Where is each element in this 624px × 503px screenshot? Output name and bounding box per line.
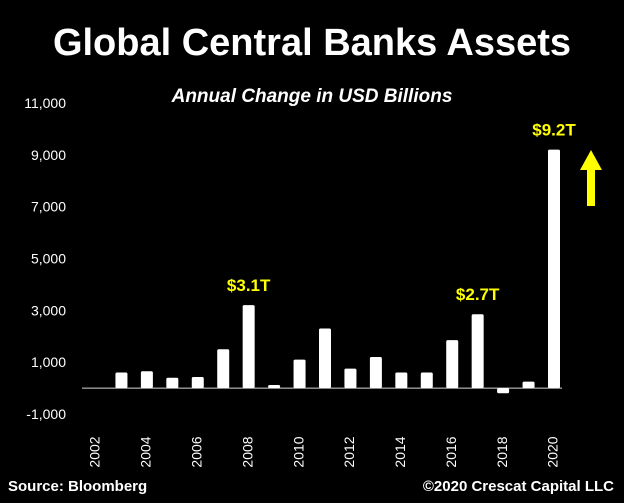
bar-2004: [140, 371, 153, 389]
bars: [115, 149, 560, 394]
y-tick-label: -1,000: [26, 406, 66, 422]
y-tick-label: 9,000: [31, 147, 66, 163]
x-tick-label: 2014: [392, 436, 408, 467]
bar-2009: [268, 384, 281, 389]
copyright-note: ©2020 Crescat Capital LLC: [422, 478, 614, 495]
bar-2013: [369, 356, 382, 389]
bar-2015: [420, 372, 433, 389]
x-tick-label: 2018: [494, 436, 510, 467]
data-label-2008: $3.1T: [227, 276, 271, 295]
up-arrow-icon: [580, 150, 602, 206]
x-tick-label: 2010: [290, 436, 306, 467]
bar-2020: [548, 149, 560, 389]
bar-2019: [522, 381, 535, 389]
bar-2006: [191, 376, 204, 389]
y-tick-label: 5,000: [31, 251, 66, 267]
bar-2008: [242, 305, 255, 389]
y-tick-label: 3,000: [31, 302, 66, 318]
bar-2012: [344, 368, 357, 389]
bar-2017: [471, 314, 484, 389]
bar-2005: [166, 377, 179, 389]
data-label-2020: $9.2T: [532, 121, 576, 140]
source-note: Source: Bloomberg: [8, 478, 148, 495]
annotations: $3.1T $2.7T $9.2T: [227, 121, 576, 305]
y-tick-label: 1,000: [31, 354, 66, 370]
y-tick-label: 11,000: [24, 95, 66, 111]
bar-2011: [319, 328, 331, 389]
chart-subtitle: Annual Change in USD Billions: [171, 86, 453, 107]
x-tick-label: 2016: [443, 436, 459, 467]
bar-2014: [395, 372, 408, 389]
bar-2018: [497, 388, 510, 394]
x-tick-label: 2002: [87, 436, 103, 467]
x-axis: 2002 2004 2006 2008 2010 2012 2014 2016 2018 2020: [82, 387, 562, 468]
y-tick-label: 7,000: [31, 199, 66, 215]
data-label-2017: $2.7T: [456, 285, 500, 304]
bar-2016: [446, 340, 459, 389]
x-tick-label: 2008: [239, 436, 255, 467]
chart-title: Global Central Banks Assets: [52, 22, 572, 64]
bar-2003: [115, 372, 128, 389]
x-tick-label: 2020: [545, 436, 561, 467]
y-axis: -1,000 1,000 3,000 5,000 7,000 9,000 11,000: [24, 95, 66, 422]
bar-2010: [293, 359, 306, 389]
bar-2007: [217, 349, 230, 389]
x-tick-label: 2006: [188, 436, 204, 467]
x-tick-label: 2004: [138, 436, 154, 467]
up-arrow-icon: [580, 150, 602, 206]
x-tick-label: 2012: [341, 436, 357, 467]
